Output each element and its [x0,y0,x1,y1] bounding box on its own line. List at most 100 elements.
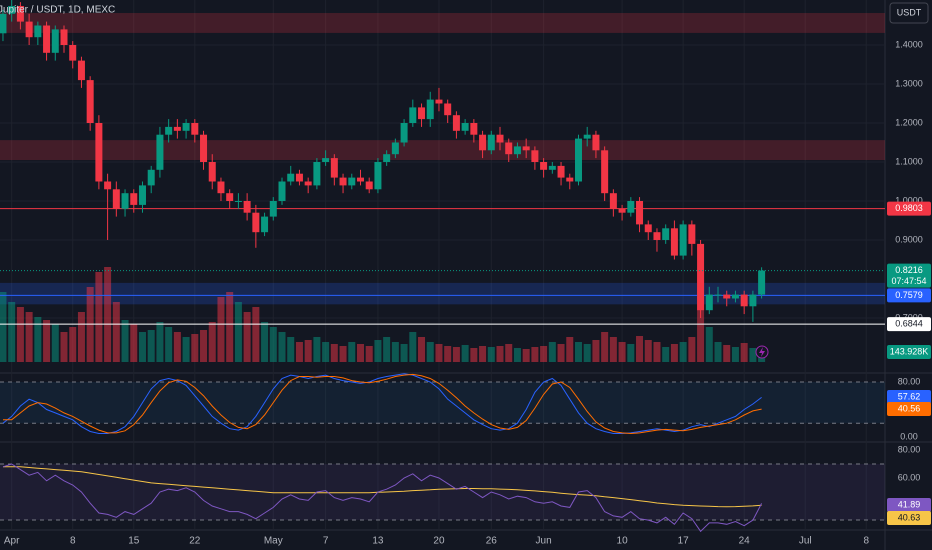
volume-bar [243,312,251,362]
volume-bar [43,320,51,362]
volume-bar [304,340,312,362]
candle-body [147,169,155,186]
currency-button[interactable] [889,2,929,24]
volume-bar [356,344,364,362]
last-price-label: 0.8216 [895,265,923,275]
chart-title: Jupiter / USDT, 1D, MEXC [0,5,115,16]
x-tick-label: 7 [323,536,329,547]
volume-bar [487,347,495,362]
volume-bar [470,348,478,362]
x-tick-label: 10 [617,536,629,547]
volume-bar [496,346,504,362]
volume-bar [234,302,242,362]
volume-bar [165,327,173,362]
volume-label-box [887,345,931,359]
candle-body [121,193,129,209]
candle-body [252,212,260,233]
volume-bar [418,337,426,362]
volume-bar [644,340,652,362]
candle-body [679,224,687,256]
candle-body [566,177,574,182]
candle-body [226,193,234,201]
candle-body [356,177,364,182]
y-tick-label: 1.1000 [895,156,923,166]
candle-body [627,200,635,213]
volume-bar [104,267,112,362]
event-icon-bolt [759,347,765,357]
volume-bar [95,272,103,362]
volume-bar [391,342,399,362]
candle-body [435,99,443,104]
candle-body [452,115,460,131]
candle-body [112,189,120,209]
level-label-box [887,201,931,216]
candle-body [601,150,609,194]
candle-body [714,294,722,296]
candle-body [609,193,617,209]
y-tick-label: 80.00 [898,376,921,386]
candle-body [43,25,51,53]
x-tick-label: 26 [486,536,498,547]
volume-bar [374,340,382,362]
candle-body [165,126,173,135]
x-tick-label: Jun [536,536,552,547]
volume-bar [636,336,644,362]
volume-bar [173,332,181,362]
candle-body [418,107,426,120]
volume-bar [618,342,626,362]
level-label-box [887,317,931,332]
volume-bar [77,312,85,362]
x-tick-label: May [264,536,283,547]
volume-bar [322,342,330,362]
volume-bar [217,297,225,362]
y-tick-label: 1.0000 [895,195,923,205]
candle-body [426,99,434,120]
currency-label[interactable]: USDT [897,7,922,17]
candle-body [173,126,181,131]
volume-bar [461,345,469,362]
candle-body [295,173,303,182]
candle-body [156,134,164,170]
candle-body [531,150,539,162]
volume-bar [749,348,757,362]
x-tick-label: 24 [739,536,751,547]
volume-bar [566,337,574,362]
volume-bar [226,292,234,362]
volume-bar [51,324,59,362]
volume-bar [330,344,338,362]
candle-body [758,270,766,295]
volume-bar [688,337,696,362]
volume-bar [8,302,16,362]
candle-body [705,294,713,311]
candle-body [182,122,190,131]
volume-bar [348,342,356,362]
volume-bar [147,330,155,362]
volume-bar [426,342,434,362]
candle-body [662,228,670,240]
candle-body [740,294,748,307]
volume-bar [574,342,582,362]
candle-body [208,161,216,182]
volume-bar [182,337,190,362]
x-tick-label: Jul [799,536,812,547]
volume-bar [679,342,687,362]
y-tick-label: 0.00 [900,431,918,441]
volume-bar [609,337,617,362]
candle-body [592,134,600,151]
last-price-label-box [887,263,931,288]
candle-body [86,80,94,123]
volume-bar [295,342,303,362]
band-fill [0,381,885,424]
y-tick-label: 0.9000 [895,234,923,244]
volume-bar [313,337,321,362]
countdown: 07:47:54 [891,276,926,286]
candle-body [51,29,59,53]
y-tick-label: 60.00 [898,472,921,482]
x-tick-label: 8 [70,536,76,547]
volume-bar [69,327,77,362]
candle-body [104,181,112,190]
volume-bar [714,342,722,362]
candle-body [8,6,16,14]
level-label: 0.6844 [895,318,923,328]
